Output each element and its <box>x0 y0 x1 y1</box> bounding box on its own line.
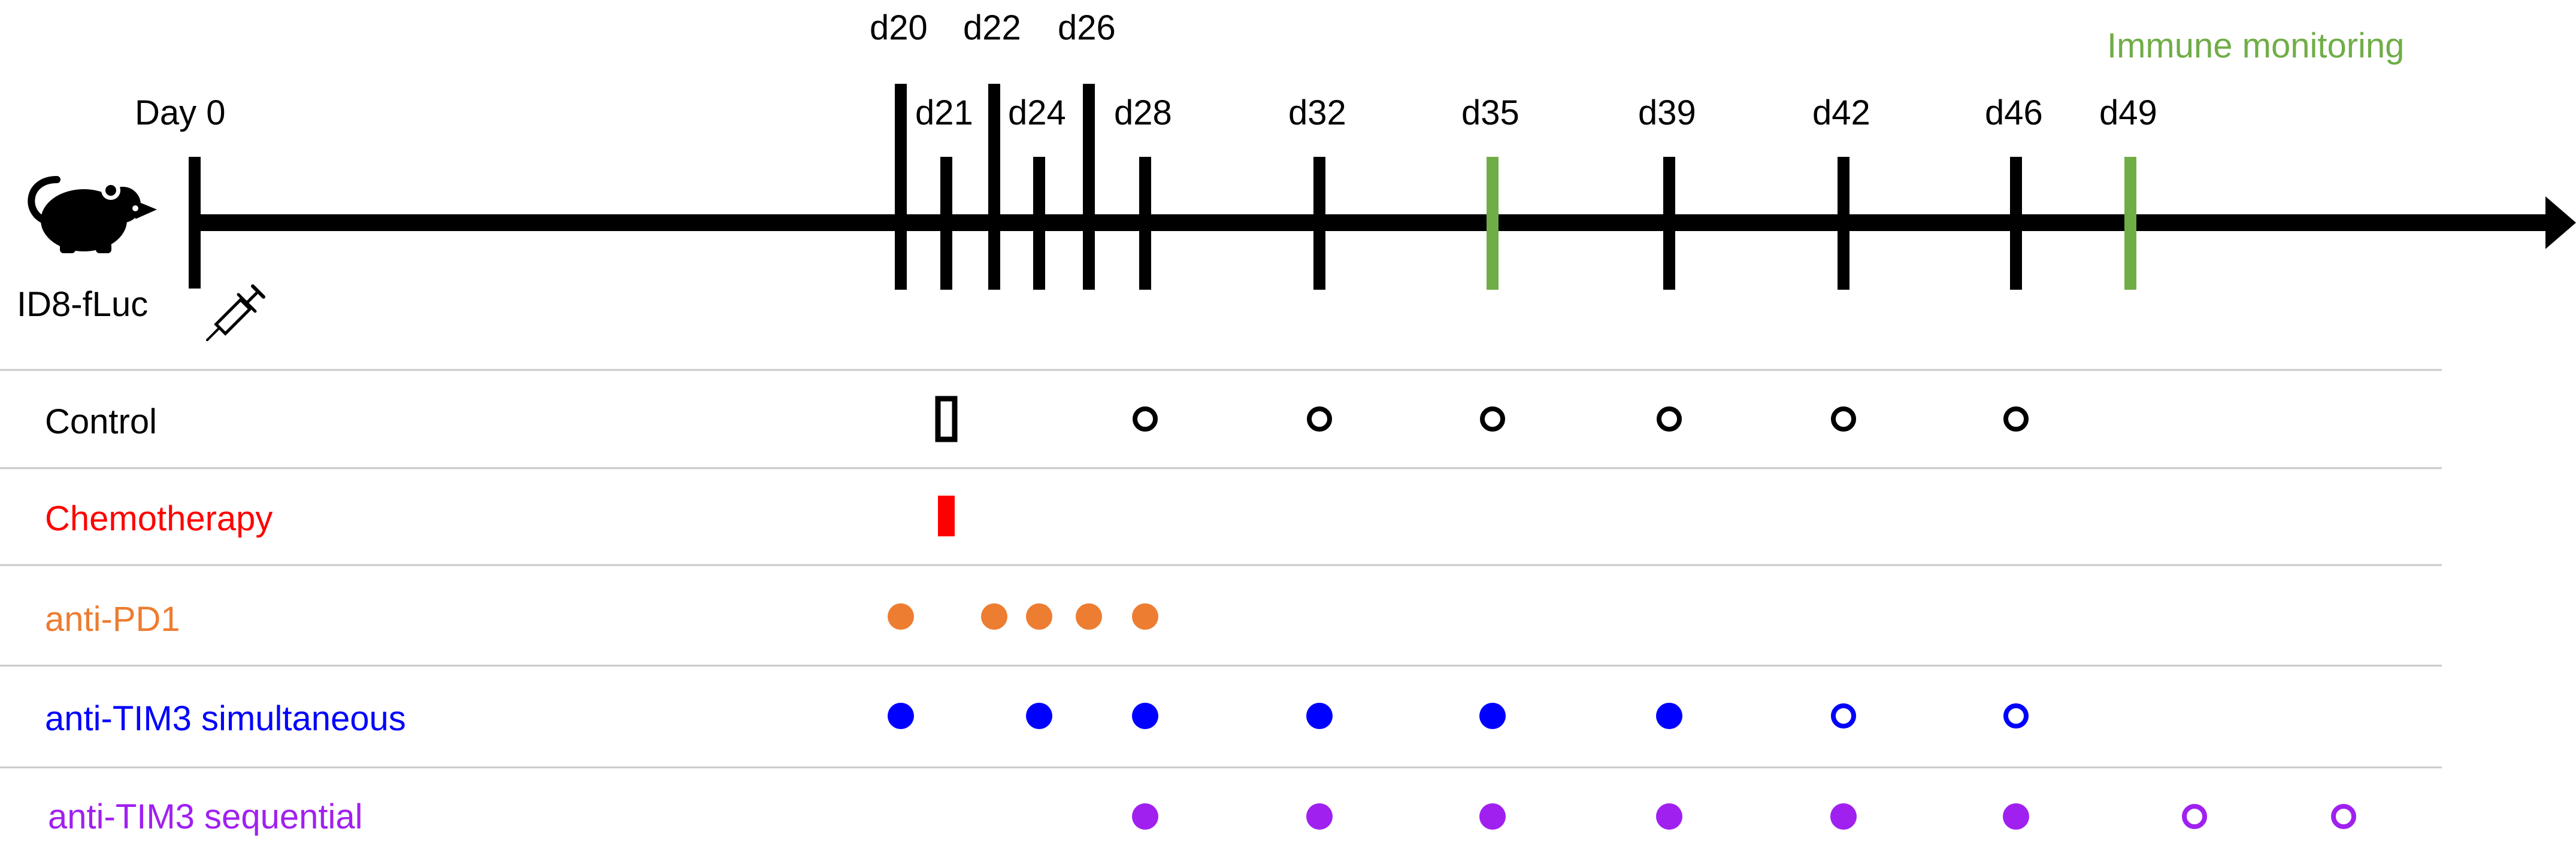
marker-dot-filled <box>888 703 914 729</box>
group-label-4: anti-TIM3 sequential <box>48 797 363 836</box>
marker-dot-filled <box>1076 603 1102 630</box>
marker-rect <box>938 496 955 536</box>
tick-label-d24: d24 <box>1008 93 1066 132</box>
marker-dot-filled <box>1479 703 1506 729</box>
marker-dot-filled <box>1132 803 1158 830</box>
tick-label-d21: d21 <box>915 93 973 132</box>
group-label-1: Chemotherapy <box>45 499 273 538</box>
marker-dot-filled <box>981 603 1007 630</box>
marker-dot-open <box>1831 406 1856 432</box>
marker-dot-filled <box>1830 803 1857 830</box>
marker-dot-open <box>1307 406 1332 432</box>
marker-dot-filled <box>1026 603 1052 630</box>
marker-dot-open <box>1480 406 1505 432</box>
group-label-0: Control <box>45 402 157 441</box>
marker-dot-filled <box>1479 803 1506 830</box>
group-label-3: anti-TIM3 simultaneous <box>45 699 406 738</box>
tick-label-d26: d26 <box>1058 8 1116 47</box>
tick-label-d42: d42 <box>1812 93 1870 132</box>
tick-label-d32: d32 <box>1288 93 1346 132</box>
marker-rect <box>935 396 958 442</box>
tick-label-d28: d28 <box>1114 93 1172 132</box>
marker-dot-filled <box>1132 603 1158 630</box>
marker-dot-filled <box>888 603 914 630</box>
immune-monitoring-title: Immune monitoring <box>2107 26 2405 65</box>
marker-dot-filled <box>1656 803 1682 830</box>
marker-dot-filled <box>1306 703 1333 729</box>
tick-label-d49: d49 <box>2099 93 2157 132</box>
marker-dot-filled <box>1306 803 1333 830</box>
marker-dot-open <box>1657 406 1682 432</box>
tick-label-d35: d35 <box>1461 93 1519 132</box>
marker-dot-open <box>1133 406 1158 432</box>
marker-dot-filled <box>1656 703 1682 729</box>
day0-label: Day 0 <box>135 93 226 132</box>
cell-line-label: ID8-fLuc <box>17 285 149 324</box>
group-label-2: anti-PD1 <box>45 600 180 639</box>
tick-label-d22: d22 <box>963 8 1021 47</box>
marker-dot-open <box>2003 406 2029 432</box>
tick-label-d46: d46 <box>1985 93 2043 132</box>
marker-dot-filled <box>2003 803 2029 830</box>
marker-dot-open <box>2182 804 2207 829</box>
marker-dot-open <box>1831 703 1856 728</box>
mouse-icon <box>28 176 157 253</box>
marker-dot-filled <box>1026 703 1052 729</box>
timeline-arrowhead <box>2545 196 2576 249</box>
syringe-icon <box>206 284 265 341</box>
marker-dot-open <box>2331 804 2356 829</box>
tick-label-d20: d20 <box>870 8 928 47</box>
marker-dot-open <box>2003 703 2029 728</box>
tick-label-d39: d39 <box>1638 93 1696 132</box>
marker-dot-filled <box>1132 703 1158 729</box>
